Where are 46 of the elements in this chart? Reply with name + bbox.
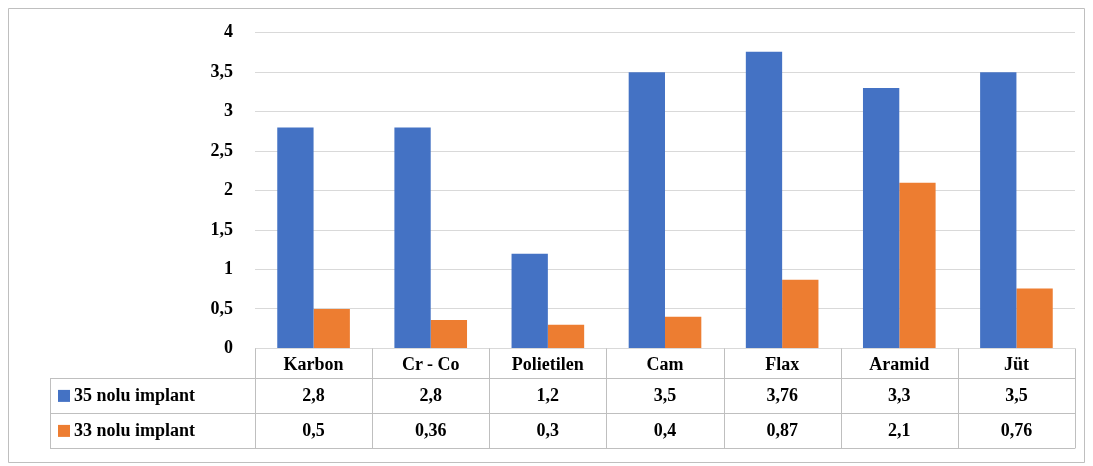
x-tick-label: Cr - Co <box>401 353 460 374</box>
data-label: 0,5 <box>302 419 325 440</box>
x-tick-label: Karbon <box>283 353 344 374</box>
bar <box>313 308 350 348</box>
data-label: 3,5 <box>1005 384 1028 405</box>
y-tick-label: 0 <box>224 337 233 358</box>
bar <box>394 127 431 348</box>
bar <box>980 72 1017 348</box>
data-label: 3,76 <box>766 384 798 405</box>
data-label: 0,87 <box>766 419 798 440</box>
y-tick-label: 1,5 <box>210 218 233 239</box>
y-tick-label: 0,5 <box>210 297 233 318</box>
bar <box>628 72 665 348</box>
bar <box>665 316 702 348</box>
x-tick-label: Jüt <box>1003 353 1029 374</box>
legend-label: 33 nolu implant <box>74 419 196 440</box>
y-tick-label: 2 <box>224 179 233 200</box>
x-tick-label: Polietilen <box>511 353 584 374</box>
y-tick-label: 3 <box>224 100 233 121</box>
x-tick-label: Aramid <box>869 353 930 374</box>
data-label: 1,2 <box>536 384 560 405</box>
bar <box>745 51 783 348</box>
y-tick-label: 4 <box>224 21 233 42</box>
x-tick-label: Flax <box>765 353 800 374</box>
bar <box>782 279 819 348</box>
bar <box>547 324 585 348</box>
bar <box>899 182 936 348</box>
y-tick-label: 3,5 <box>210 60 233 81</box>
x-tick-label: Cam <box>646 353 684 374</box>
data-label: 0,36 <box>414 419 447 440</box>
data-label: 2,1 <box>888 419 911 440</box>
data-label: 0,4 <box>653 419 677 440</box>
data-label: 2,8 <box>302 384 325 405</box>
y-tick-label: 2,5 <box>210 139 233 160</box>
bar <box>1016 288 1053 348</box>
y-tick-label: 1 <box>224 258 233 279</box>
legend-label: 35 nolu implant <box>74 384 196 405</box>
data-label: 2,8 <box>419 384 442 405</box>
bar <box>277 127 314 348</box>
data-label: 0,3 <box>536 419 560 440</box>
bar <box>862 88 900 348</box>
bar <box>511 253 548 348</box>
bar <box>430 320 468 348</box>
data-label: 3,3 <box>888 384 911 405</box>
data-label: 3,5 <box>653 384 677 405</box>
data-label: 0,76 <box>1000 419 1033 440</box>
